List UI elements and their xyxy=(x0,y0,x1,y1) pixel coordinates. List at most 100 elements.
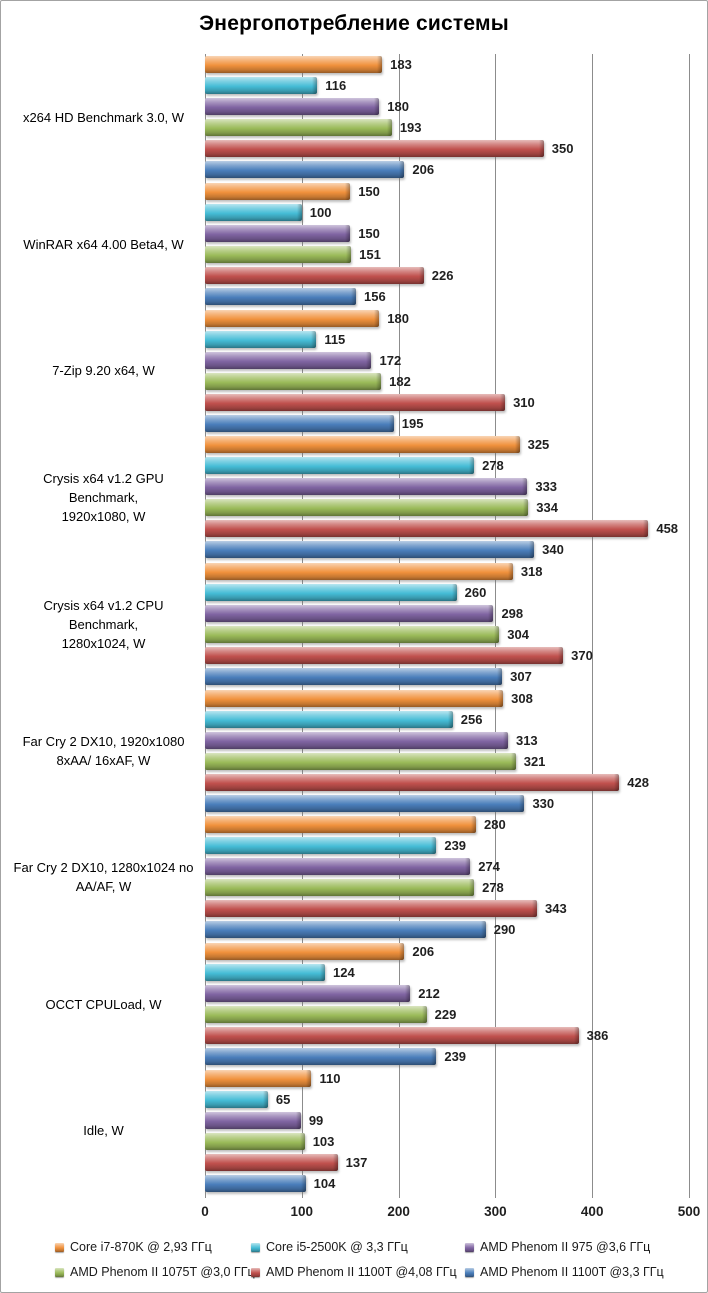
bar-value-label: 239 xyxy=(444,1049,467,1065)
gridline xyxy=(398,54,400,1198)
bar-row: 172 xyxy=(205,351,689,369)
bar xyxy=(205,1027,579,1045)
bar-value-label: 318 xyxy=(520,564,543,580)
bar-row: 150 xyxy=(205,225,689,242)
bar xyxy=(205,309,380,327)
bar-end-cap xyxy=(447,710,453,728)
legend-swatch xyxy=(251,1242,260,1252)
bar-value-label: 330 xyxy=(532,795,555,811)
bar-row: 180 xyxy=(205,309,689,327)
bar xyxy=(205,414,394,432)
bar-end-cap xyxy=(306,1069,312,1087)
legend-label: AMD Phenom II 975 @3,6 ГГц xyxy=(480,1240,651,1254)
bar-end-cap xyxy=(523,499,529,517)
bar-row: 239 xyxy=(205,1048,689,1066)
bar-row: 274 xyxy=(205,858,689,876)
bar-value-label: 150 xyxy=(358,184,380,199)
bar-row: 350 xyxy=(205,140,689,158)
bar xyxy=(205,499,529,517)
bar-value-label: 260 xyxy=(464,585,487,601)
bar-end-cap xyxy=(573,1027,579,1045)
bar-row: 308 xyxy=(205,689,689,707)
category-label: OCCT CPULoad, W xyxy=(45,996,162,1012)
bar xyxy=(205,161,405,179)
bar-row: 321 xyxy=(205,752,689,770)
bar-end-cap xyxy=(431,1048,437,1066)
bar-group: 180 115 172 182 310 195 xyxy=(205,307,689,434)
gridline xyxy=(301,54,303,1198)
bar-row: 340 xyxy=(205,541,689,559)
bar-value-label: 183 xyxy=(390,57,412,73)
bar-row: 428 xyxy=(205,773,689,791)
bar-end-cap xyxy=(300,1174,306,1192)
bar-end-cap xyxy=(488,605,494,623)
bar-row: 183 xyxy=(205,56,689,74)
bar-group: 110 65 99 103 137 104 xyxy=(205,1067,689,1194)
bar-group: 183 116 180 193 350 206 xyxy=(205,54,689,181)
bar-row: 137 xyxy=(205,1153,689,1171)
bar-value-label: 274 xyxy=(478,859,500,875)
category-label: Far Cry 2 DX10, 1920x1080 8xAA/ 16xAF, W xyxy=(22,733,185,768)
bar-value-label: 256 xyxy=(460,711,483,727)
legend-item: AMD Phenom II 1075T @3,0 ГГц xyxy=(55,1265,255,1279)
bar xyxy=(205,964,326,982)
bar-group: 150 100 150 151 226 156 xyxy=(205,181,689,308)
bar-value-label: 310 xyxy=(513,394,535,410)
bar-end-cap xyxy=(514,436,520,454)
bar-group: 318 260 298 304 370 307 xyxy=(205,561,689,688)
bar xyxy=(205,140,544,158)
bar xyxy=(205,689,504,707)
bar-end-cap xyxy=(614,773,620,791)
bar xyxy=(205,731,508,749)
bar xyxy=(205,1111,301,1129)
bar-value-label: 321 xyxy=(523,753,546,769)
bar xyxy=(205,668,503,686)
bar xyxy=(205,605,494,623)
axis-tick-label: 200 xyxy=(387,1204,410,1219)
bar xyxy=(205,879,475,897)
bar xyxy=(205,225,351,242)
bar-value-label: 278 xyxy=(482,880,504,896)
bar xyxy=(205,1090,268,1108)
bar-row: 239 xyxy=(205,837,689,855)
bar xyxy=(205,98,380,116)
bar-row: 180 xyxy=(205,98,689,116)
gridline xyxy=(495,54,497,1198)
bar-end-cap xyxy=(377,56,383,74)
category-label: Crysis x64 v1.2 GPU Benchmark, 1920x1080,… xyxy=(43,470,164,524)
bar-value-label: 206 xyxy=(412,944,435,960)
bar-row: 103 xyxy=(205,1132,689,1150)
bar xyxy=(205,204,302,221)
gridline xyxy=(689,54,690,1198)
bar-value-label: 229 xyxy=(434,1007,457,1023)
category-axis: x264 HD Benchmark 3.0, W WinRAR x64 4.00 … xyxy=(2,54,205,1194)
bar-end-cap xyxy=(497,668,503,686)
bar-row: 193 xyxy=(205,119,689,137)
bar-value-label: 180 xyxy=(387,99,409,115)
bar-row: 156 xyxy=(205,288,689,305)
axis-tick-label: 0 xyxy=(201,1204,209,1219)
bar-end-cap xyxy=(418,267,424,284)
bar xyxy=(205,541,535,559)
bar xyxy=(205,985,411,1003)
bar-value-label: 100 xyxy=(309,205,332,220)
bar-end-cap xyxy=(366,351,372,369)
legend-item: Core i7-870K @ 2,93 ГГц xyxy=(55,1240,251,1254)
bar-value-label: 115 xyxy=(324,331,346,347)
bar-row: 290 xyxy=(205,921,689,939)
axis-tick-label: 500 xyxy=(677,1204,701,1219)
bar xyxy=(205,56,383,74)
legend-label: AMD Phenom II 1100T @4,08 ГГц xyxy=(266,1265,457,1279)
bar-end-cap xyxy=(451,584,457,602)
chart-title: Энергопотребление системы xyxy=(199,12,509,35)
bar-end-cap xyxy=(376,372,382,390)
category-label: WinRAR x64 4.00 Beta4, W xyxy=(23,236,184,252)
bar-end-cap xyxy=(500,393,506,411)
bar-value-label: 290 xyxy=(493,922,516,938)
bar-end-cap xyxy=(405,985,411,1003)
bar-end-cap xyxy=(299,1132,305,1150)
bar-end-cap xyxy=(320,964,326,982)
bar-end-cap xyxy=(374,98,380,116)
bar-group: 325 278 333 334 458 340 xyxy=(205,434,689,561)
bar xyxy=(205,1048,437,1066)
